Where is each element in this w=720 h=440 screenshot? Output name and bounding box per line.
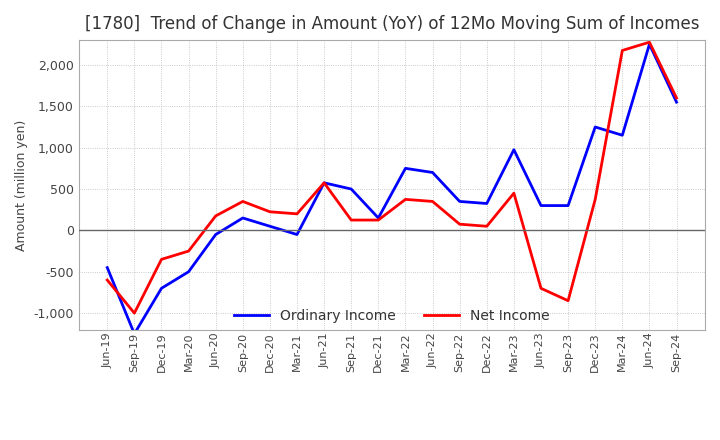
Ordinary Income [238, 215, 247, 220]
Net Income [157, 257, 166, 262]
Legend: Ordinary Income, Net Income: Ordinary Income, Net Income [229, 304, 555, 329]
Net Income [618, 48, 626, 53]
Net Income [536, 286, 545, 291]
Line: Ordinary Income: Ordinary Income [107, 44, 677, 334]
Ordinary Income [401, 166, 410, 171]
Net Income [347, 217, 356, 223]
Net Income [212, 213, 220, 219]
Net Income [374, 217, 382, 223]
Ordinary Income [103, 265, 112, 270]
Title: [1780]  Trend of Change in Amount (YoY) of 12Mo Moving Sum of Incomes: [1780] Trend of Change in Amount (YoY) o… [85, 15, 699, 33]
Net Income [184, 249, 193, 254]
Ordinary Income [266, 224, 274, 229]
Net Income [238, 199, 247, 204]
Ordinary Income [482, 201, 491, 206]
Ordinary Income [455, 199, 464, 204]
Ordinary Income [672, 99, 681, 105]
Net Income [455, 222, 464, 227]
Ordinary Income [130, 331, 139, 337]
Ordinary Income [157, 286, 166, 291]
Net Income [320, 180, 328, 186]
Net Income [103, 277, 112, 282]
Net Income [510, 191, 518, 196]
Ordinary Income [347, 187, 356, 192]
Net Income [293, 211, 302, 216]
Ordinary Income [184, 269, 193, 275]
Ordinary Income [428, 170, 437, 175]
Net Income [401, 197, 410, 202]
Ordinary Income [320, 180, 328, 186]
Ordinary Income [510, 147, 518, 152]
Y-axis label: Amount (million yen): Amount (million yen) [15, 119, 28, 250]
Net Income [428, 199, 437, 204]
Ordinary Income [374, 215, 382, 220]
Net Income [564, 298, 572, 303]
Net Income [645, 40, 654, 45]
Ordinary Income [618, 132, 626, 138]
Net Income [591, 197, 600, 202]
Ordinary Income [536, 203, 545, 208]
Line: Net Income: Net Income [107, 42, 677, 313]
Ordinary Income [564, 203, 572, 208]
Net Income [672, 95, 681, 101]
Net Income [482, 224, 491, 229]
Net Income [266, 209, 274, 214]
Ordinary Income [212, 232, 220, 237]
Net Income [130, 311, 139, 316]
Ordinary Income [645, 42, 654, 47]
Ordinary Income [293, 232, 302, 237]
Ordinary Income [591, 125, 600, 130]
